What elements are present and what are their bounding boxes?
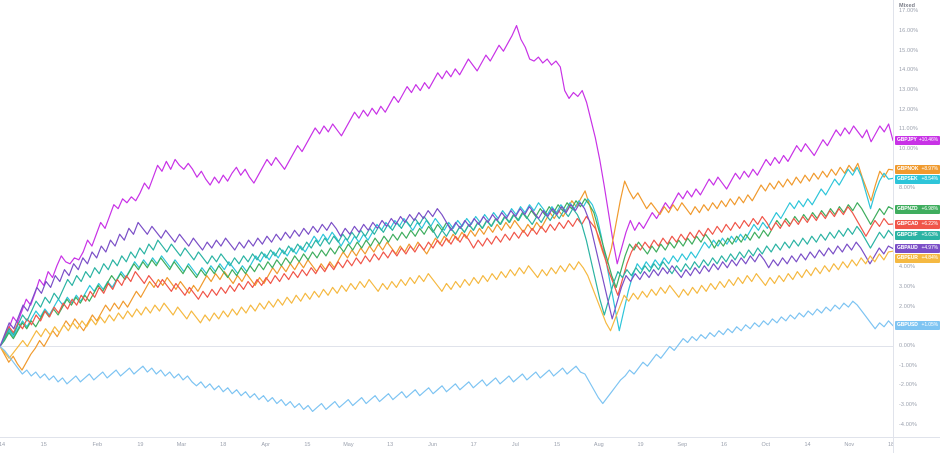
legend-value: +10.46%	[918, 137, 938, 144]
legend-symbol: GBPUSD	[897, 322, 918, 329]
price-tick: 0.00%	[899, 342, 916, 349]
time-tick: 16	[720, 442, 728, 448]
legend-value: +6.22%	[921, 220, 939, 227]
time-tick: Jun	[428, 442, 438, 448]
legend-badge-gbpnok[interactable]: GBPNOK +8.97%	[895, 165, 940, 175]
legend-symbol: GBPCHF	[897, 232, 918, 239]
time-tick: 17	[470, 442, 477, 448]
series-line-gbpaud[interactable]	[0, 202, 893, 348]
plot-area[interactable]	[0, 0, 893, 437]
time-tick: Sep	[677, 442, 688, 448]
price-tick: -3.00%	[899, 402, 918, 408]
price-tick: 14.00%	[899, 67, 919, 74]
legend-badge-gbpjpy[interactable]: GBPJPY +10.46%	[895, 136, 940, 146]
price-tick: 10.00%	[899, 146, 919, 153]
legend-badge-gbpeur[interactable]: GBPEUR +4.84%	[895, 254, 940, 264]
legend-value: +1.05%	[921, 322, 939, 329]
legend-badge-gbpcad[interactable]: GBPCAD +6.22%	[895, 219, 940, 229]
time-tick: 14	[0, 442, 6, 448]
legend-value: +8.97%	[921, 166, 939, 173]
legend-symbol: GBPNZD	[897, 205, 918, 212]
price-tick: 13.00%	[899, 87, 919, 94]
price-tick: -4.00%	[899, 421, 918, 428]
scale-corner	[893, 438, 940, 453]
legend-value: +4.84%	[921, 255, 939, 262]
time-tick: 13	[387, 442, 394, 448]
time-scale[interactable]: 14 15 Feb 19 Mar 18 Apr 15 May 13 Jun 17 Jul 15 Aug 19 S…	[0, 437, 940, 453]
legend-value: +8.54%	[921, 176, 939, 183]
series-line-gbpnok[interactable]	[0, 162, 893, 371]
time-tick: Apr	[261, 442, 270, 448]
legend-value: +6.98%	[921, 205, 939, 212]
legend-badge-gbpnzd[interactable]: GBPNZD +6.98%	[895, 204, 940, 214]
series-canvas	[0, 24, 893, 413]
time-tick: Nov	[844, 442, 855, 448]
time-tick: 14	[804, 442, 811, 448]
legend-symbol: GBPNOK	[897, 166, 919, 173]
price-tick: 16.00%	[899, 27, 919, 34]
legend-badge-gbpsek[interactable]: GBPSEK +8.54%	[895, 175, 940, 185]
time-tick: May	[343, 442, 354, 448]
legend-symbol: GBPSEK	[897, 176, 918, 183]
time-tick: Mar	[176, 442, 187, 448]
price-tick: -1.00%	[899, 362, 918, 369]
price-tick: 12.00%	[899, 106, 919, 113]
price-tick: 11.00%	[899, 126, 918, 133]
series-line-gbpeur[interactable]	[0, 250, 893, 359]
legend-badge-gbpaud[interactable]: GBPAUD +4.97%	[895, 244, 940, 254]
price-scale[interactable]: Mixed 17.00% 16.00% 15.00% 14.00% 13.00% 12.0…	[893, 0, 940, 437]
series-line-gbpchf[interactable]	[0, 208, 893, 348]
legend-symbol: GBPAUD	[897, 245, 918, 252]
legend-value: +5.63%	[921, 232, 939, 239]
series-line-gbpjpy[interactable]	[0, 24, 893, 348]
legend-symbol: GBPEUR	[897, 255, 918, 262]
time-tick: Jul	[511, 442, 519, 448]
price-tick: 4.00%	[899, 264, 916, 271]
legend-symbol: GBPCAD	[897, 220, 919, 227]
legend-symbol: GBPJPY	[897, 137, 917, 144]
price-tick: 15.00%	[899, 47, 919, 54]
time-tick: Feb	[92, 442, 103, 448]
price-tick: 3.00%	[899, 283, 916, 290]
legend-badge-gbpchf[interactable]: GBPCHF +5.63%	[895, 231, 940, 241]
legend-badge-gbpusd[interactable]: GBPUSD +1.05%	[895, 321, 940, 331]
price-tick: 8.00%	[899, 185, 916, 192]
price-scale-header: Mixed	[899, 3, 916, 9]
time-tick: 19	[137, 442, 144, 448]
price-tick: -2.00%	[899, 382, 918, 389]
time-tick: 18	[887, 442, 895, 448]
legend-value: +4.97%	[921, 245, 939, 252]
time-tick: 19	[637, 442, 644, 448]
series-line-gbpcad[interactable]	[0, 206, 893, 348]
time-tick: 18	[220, 442, 227, 448]
time-tick: 15	[304, 442, 311, 448]
price-tick: 17.00%	[899, 8, 919, 15]
time-tick: 15	[40, 442, 47, 448]
series-line-gbpusd[interactable]	[0, 300, 893, 413]
time-tick: Aug	[593, 442, 604, 448]
time-tick: 15	[554, 442, 561, 448]
price-tick: 2.00%	[899, 303, 916, 310]
time-tick: Oct	[761, 442, 771, 448]
